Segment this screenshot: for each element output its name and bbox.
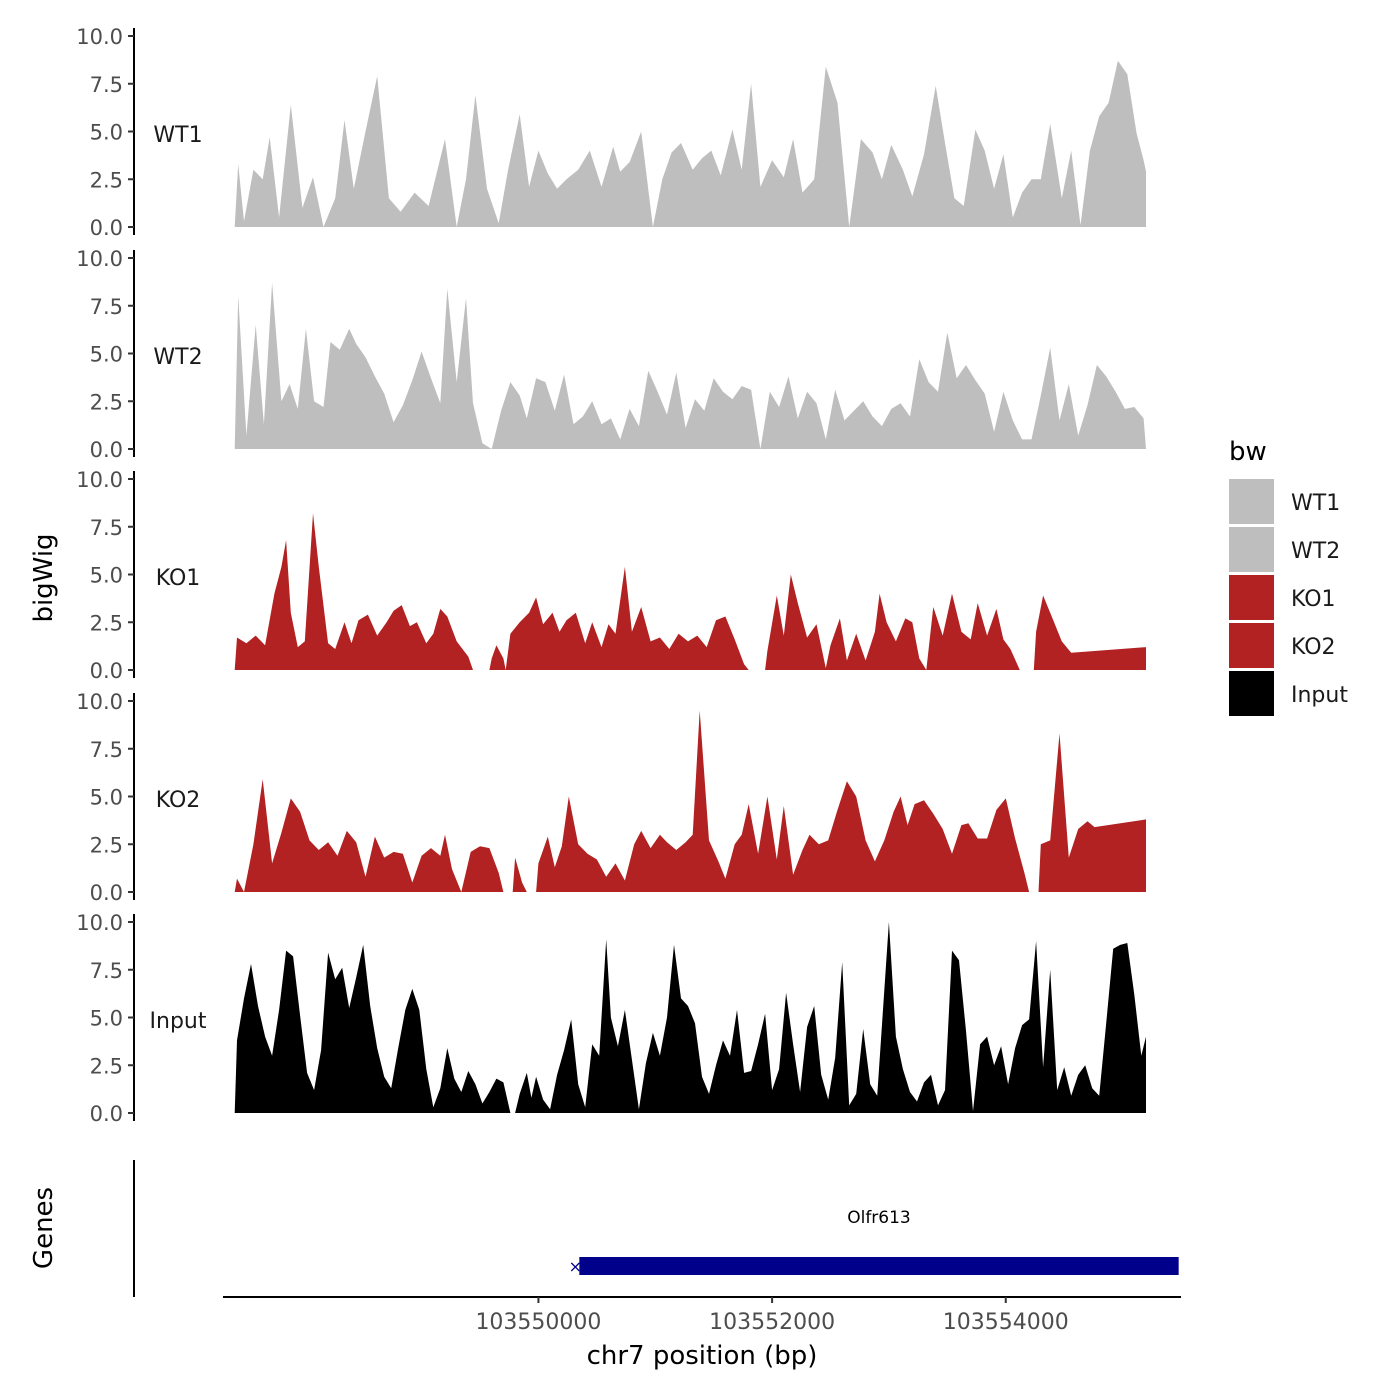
y-tick-label: 2.5 (90, 168, 123, 192)
y-tick-label: 2.5 (90, 833, 123, 857)
y-tick-label: 5.0 (90, 564, 123, 588)
track-label: Input (150, 1009, 207, 1034)
legend-key-ko2 (1229, 623, 1274, 668)
legend-label-ko1: KO1 (1291, 587, 1336, 612)
y-tick-label: 2.5 (90, 611, 123, 635)
genes-axis-label: Genes (29, 1187, 59, 1269)
area-wt1 (234, 60, 1146, 227)
track-panels: 0.02.55.07.510.0WT10.02.55.07.510.0WT20.… (76, 25, 1146, 1126)
y-tick-label: 5.0 (90, 343, 123, 367)
x-tick-label: 103552000 (709, 1310, 835, 1335)
genes-panel: × Olfr613 (133, 1160, 1179, 1297)
y-tick-label: 10.0 (76, 911, 123, 935)
area-ko1 (234, 513, 1146, 670)
legend-label-input: Input (1291, 683, 1348, 708)
legend-label-wt2: WT2 (1291, 539, 1340, 564)
x-tick-label: 103554000 (943, 1310, 1069, 1335)
track-ko2: 0.0 2.5 5.0 7.5 10.0 KO2 (76, 690, 1146, 905)
y-axis-label: bigWig (29, 533, 59, 622)
x-axis-label: chr7 position (bp) (587, 1341, 818, 1371)
legend-title: bw (1229, 437, 1267, 467)
y-tick-label: 10.0 (76, 468, 123, 492)
track-label: KO2 (156, 788, 201, 813)
y-tick-label: 7.5 (90, 73, 123, 97)
y-tick-label: 7.5 (90, 295, 123, 319)
y-tick-label: 7.5 (90, 516, 123, 540)
y-tick-label: 2.5 (90, 390, 123, 414)
legend-key-input (1229, 671, 1274, 716)
track-ko1: 0.0 2.5 5.0 7.5 10.0 KO1 (76, 468, 1146, 683)
x-axis: 103550000 103552000 103554000 (223, 1296, 1181, 1335)
legend-key-wt1 (1229, 479, 1274, 524)
y-tick-label: 5.0 (90, 786, 123, 810)
y-tick-label: 0.0 (90, 881, 123, 905)
legend: bw WT1 WT2 KO1 KO2 Input (1229, 437, 1348, 716)
x-tick-label: 103550000 (475, 1310, 601, 1335)
y-tick-label: 0.0 (90, 216, 123, 240)
track-label: WT1 (153, 123, 202, 148)
track-input: 0.0 2.5 5.0 7.5 10.0 Input (76, 911, 1146, 1126)
legend-key-ko1 (1229, 575, 1274, 620)
track-label: WT2 (153, 345, 202, 370)
area-wt2 (234, 282, 1146, 449)
y-tick-label: 10.0 (76, 247, 123, 271)
y-tick-label: 7.5 (90, 738, 123, 762)
track-label: KO1 (156, 566, 201, 591)
legend-label-wt1: WT1 (1291, 491, 1340, 516)
y-tick-label: 2.5 (90, 1054, 123, 1078)
y-tick-label: 5.0 (90, 121, 123, 145)
y-tick-label: 10.0 (76, 690, 123, 714)
y-tick-label: 10.0 (76, 25, 123, 49)
y-tick-label: 0.0 (90, 659, 123, 683)
y-tick-label: 5.0 (90, 1007, 123, 1031)
area-ko2 (234, 710, 1146, 892)
track-wt2: 0.0 2.5 5.0 7.5 10.0 WT2 (76, 247, 1146, 462)
gene-body (579, 1257, 1179, 1275)
track-wt1: 0.0 2.5 5.0 7.5 10.0 WT1 (76, 25, 1146, 240)
y-tick-label: 7.5 (90, 959, 123, 983)
legend-label-ko2: KO2 (1291, 635, 1336, 660)
gene-label: Olfr613 (847, 1208, 911, 1228)
area-input (234, 922, 1146, 1113)
gene-marker-left: × (569, 1257, 582, 1276)
y-tick-label: 0.0 (90, 1102, 123, 1126)
legend-key-wt2 (1229, 527, 1274, 572)
y-tick-label: 0.0 (90, 438, 123, 462)
